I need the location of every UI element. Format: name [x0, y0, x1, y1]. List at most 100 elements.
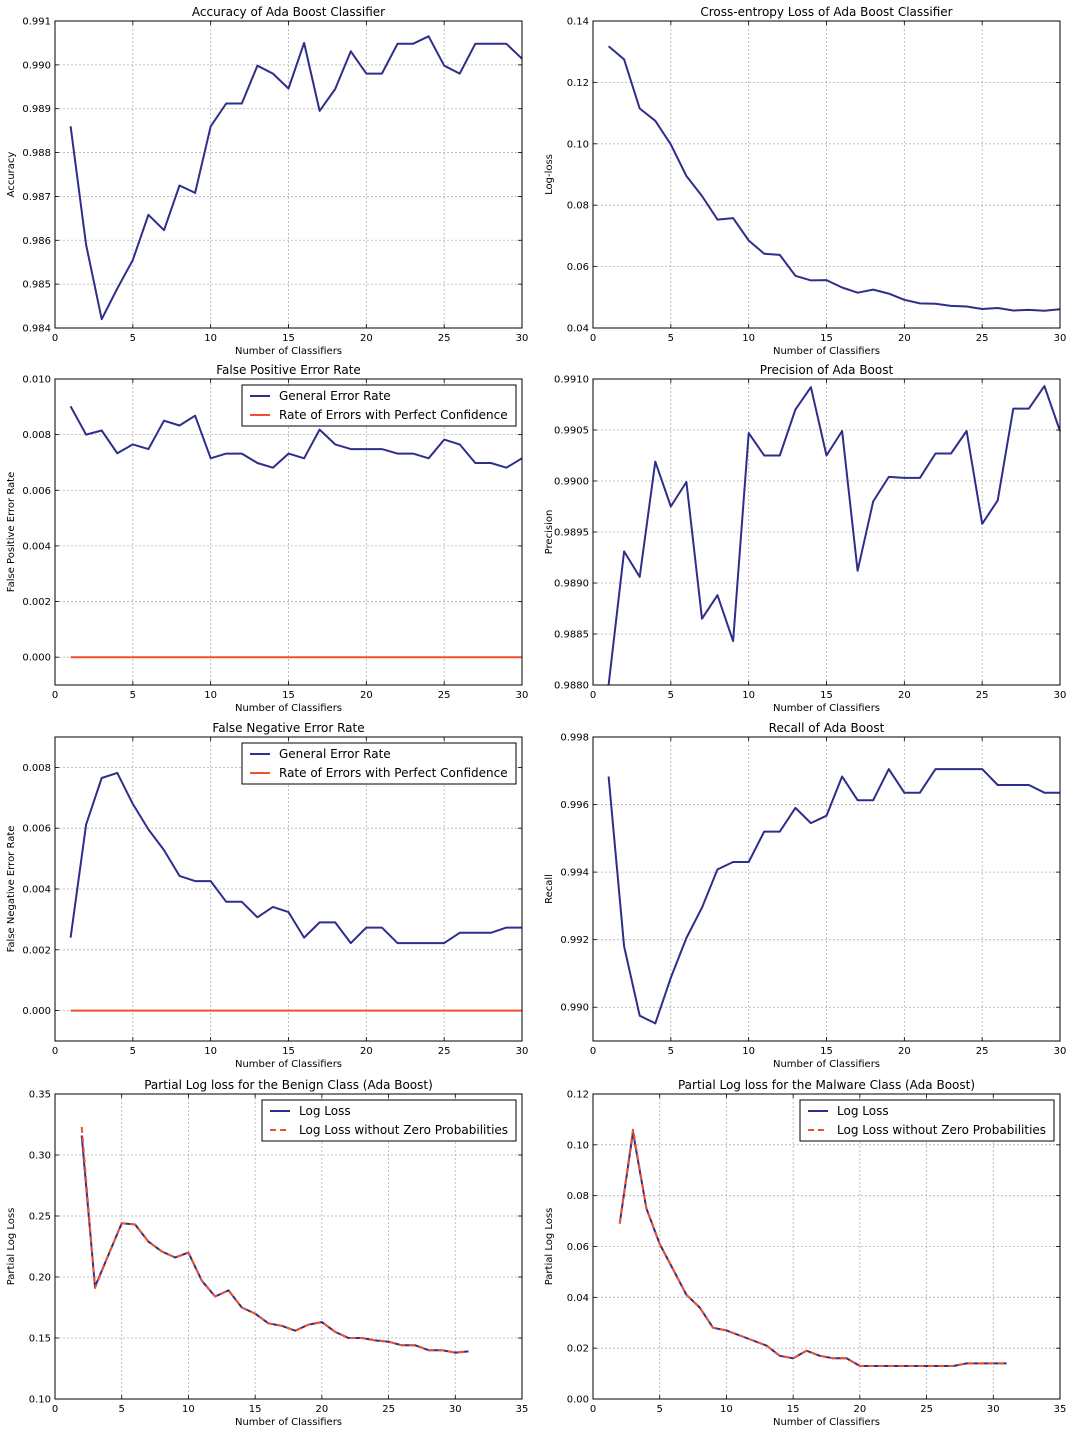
- x-tick-label: 30: [516, 333, 529, 344]
- axes-frame: [54, 1093, 523, 1400]
- x-tick-label: 35: [1054, 1404, 1067, 1415]
- x-tick-label: 5: [130, 690, 136, 701]
- y-tick-label: 0.987: [22, 192, 51, 203]
- chart-title: Accuracy of Ada Boost Classifier: [192, 5, 385, 19]
- legend-label: General Error Rate: [279, 389, 391, 403]
- y-axis-label: Accuracy: [6, 152, 17, 198]
- x-tick-label: 30: [1054, 1046, 1067, 1057]
- y-tick-label: 0.006: [22, 824, 51, 835]
- y-tick-label: 0.984: [22, 324, 51, 335]
- y-tick-label: 0.996: [560, 800, 589, 811]
- axes-frame: [54, 736, 523, 1042]
- chart-panel-7: Partial Log loss for the Benign Class (A…: [6, 1078, 528, 1428]
- chart-panel-1: Accuracy of Ada Boost Classifier 0 5 10 15 20…: [6, 5, 528, 357]
- legend-label: Rate of Errors with Perfect Confidence: [279, 766, 508, 780]
- chart-title: Cross-entropy Loss of Ada Boost Classifi…: [700, 5, 952, 19]
- x-tick-label: 25: [920, 1404, 933, 1415]
- legend-label: General Error Rate: [279, 747, 391, 761]
- x-axis-label: Number of Classifiers: [235, 346, 342, 357]
- x-tick-label: 5: [668, 333, 674, 344]
- x-tick-label: 30: [516, 1046, 529, 1057]
- legend-box: [241, 742, 517, 785]
- x-tick-label: 25: [382, 1404, 395, 1415]
- x-tick-label: 10: [182, 1404, 195, 1415]
- x-tick-label: 0: [590, 1046, 596, 1057]
- x-tick-label: 25: [976, 690, 989, 701]
- legend-label: Log Loss without Zero Probabilities: [299, 1123, 508, 1137]
- chart-title: Recall of Ada Boost: [769, 721, 885, 735]
- y-tick-label: 0.04: [567, 1293, 589, 1304]
- y-tick-label: 0.002: [22, 597, 51, 608]
- y-tick-label: 0.35: [29, 1090, 51, 1101]
- y-tick-label: 0.991: [22, 17, 51, 28]
- y-tick-label: 0.985: [22, 280, 51, 291]
- x-axis-label: Number of Classifiers: [235, 1059, 342, 1070]
- x-tick-label: 0: [52, 690, 58, 701]
- y-axis-label: Partial Log Loss: [544, 1208, 555, 1286]
- x-tick-label: 10: [742, 333, 755, 344]
- x-tick-label: 20: [898, 333, 911, 344]
- y-tick-label: 0.008: [22, 763, 51, 774]
- x-tick-label: 15: [820, 690, 833, 701]
- series-line-1: [607, 385, 1061, 686]
- y-tick-label: 0.30: [29, 1151, 51, 1162]
- x-tick-label: 15: [282, 690, 295, 701]
- y-tick-label: 0.20: [29, 1273, 51, 1284]
- x-tick-label: 15: [249, 1404, 262, 1415]
- legend: Log Loss Log Loss without Zero Probabilit…: [799, 1099, 1055, 1142]
- y-axis-label: False Negative Error Rate: [6, 826, 17, 953]
- y-tick-label: 0.988: [22, 148, 51, 159]
- y-tick-label: 0.10: [567, 139, 589, 150]
- x-tick-label: 0: [590, 690, 596, 701]
- y-tick-label: 0.992: [560, 935, 589, 946]
- x-tick-label: 5: [657, 1404, 663, 1415]
- axes-frame: [54, 378, 523, 686]
- series-line-1: [607, 768, 1060, 1025]
- y-tick-label: 0.06: [567, 262, 589, 273]
- x-tick-label: 5: [130, 1046, 136, 1057]
- x-tick-label: 20: [898, 690, 911, 701]
- x-tick-label: 20: [360, 333, 373, 344]
- y-axis-label: Log-loss: [544, 154, 555, 195]
- x-tick-label: 25: [976, 333, 989, 344]
- x-tick-label: 30: [516, 690, 529, 701]
- y-tick-label: 0.10: [29, 1395, 51, 1406]
- x-tick-label: 5: [119, 1404, 125, 1415]
- y-tick-label: 0.06: [567, 1242, 589, 1253]
- x-tick-label: 30: [1054, 333, 1067, 344]
- y-tick-label: 0.08: [567, 201, 589, 212]
- x-axis-label: Number of Classifiers: [235, 1417, 342, 1428]
- y-tick-label: 0.9880: [554, 681, 589, 692]
- x-tick-label: 35: [516, 1404, 529, 1415]
- x-tick-label: 0: [52, 1046, 58, 1057]
- x-tick-label: 5: [130, 333, 136, 344]
- y-tick-label: 0.9885: [554, 630, 589, 641]
- chart-title: False Positive Error Rate: [216, 363, 361, 377]
- y-axis-label: Partial Log Loss: [6, 1208, 17, 1286]
- y-tick-label: 0.10: [567, 1140, 589, 1151]
- x-axis-label: Number of Classifiers: [773, 1059, 880, 1070]
- y-tick-label: 0.004: [22, 541, 51, 552]
- chart-title: False Negative Error Rate: [212, 721, 364, 735]
- y-tick-label: 0.998: [560, 733, 589, 744]
- y-tick-label: 0.006: [22, 486, 51, 497]
- chart-panel-5: False Negative Error Rate 0 5 10 15 20 25 30 0.0…: [6, 721, 528, 1070]
- x-tick-label: 15: [820, 1046, 833, 1057]
- series-line-1: [69, 35, 523, 321]
- series-line-1: [69, 405, 523, 469]
- y-tick-label: 0.00: [567, 1395, 589, 1406]
- legend-box: [261, 1099, 517, 1142]
- x-tick-label: 25: [438, 1046, 451, 1057]
- axes-frame: [592, 736, 1061, 1042]
- x-tick-label: 15: [282, 333, 295, 344]
- x-tick-label: 15: [282, 1046, 295, 1057]
- x-tick-label: 25: [438, 333, 451, 344]
- chart-panel-8: Partial Log loss for the Malware Class (…: [544, 1078, 1066, 1428]
- series-line-2: [80, 1126, 469, 1354]
- axes-frame: [54, 20, 523, 329]
- y-axis-label: False Positive Error Rate: [6, 472, 17, 593]
- y-tick-label: 0.004: [22, 885, 51, 896]
- y-tick-label: 0.9905: [554, 426, 589, 437]
- y-tick-label: 0.08: [567, 1191, 589, 1202]
